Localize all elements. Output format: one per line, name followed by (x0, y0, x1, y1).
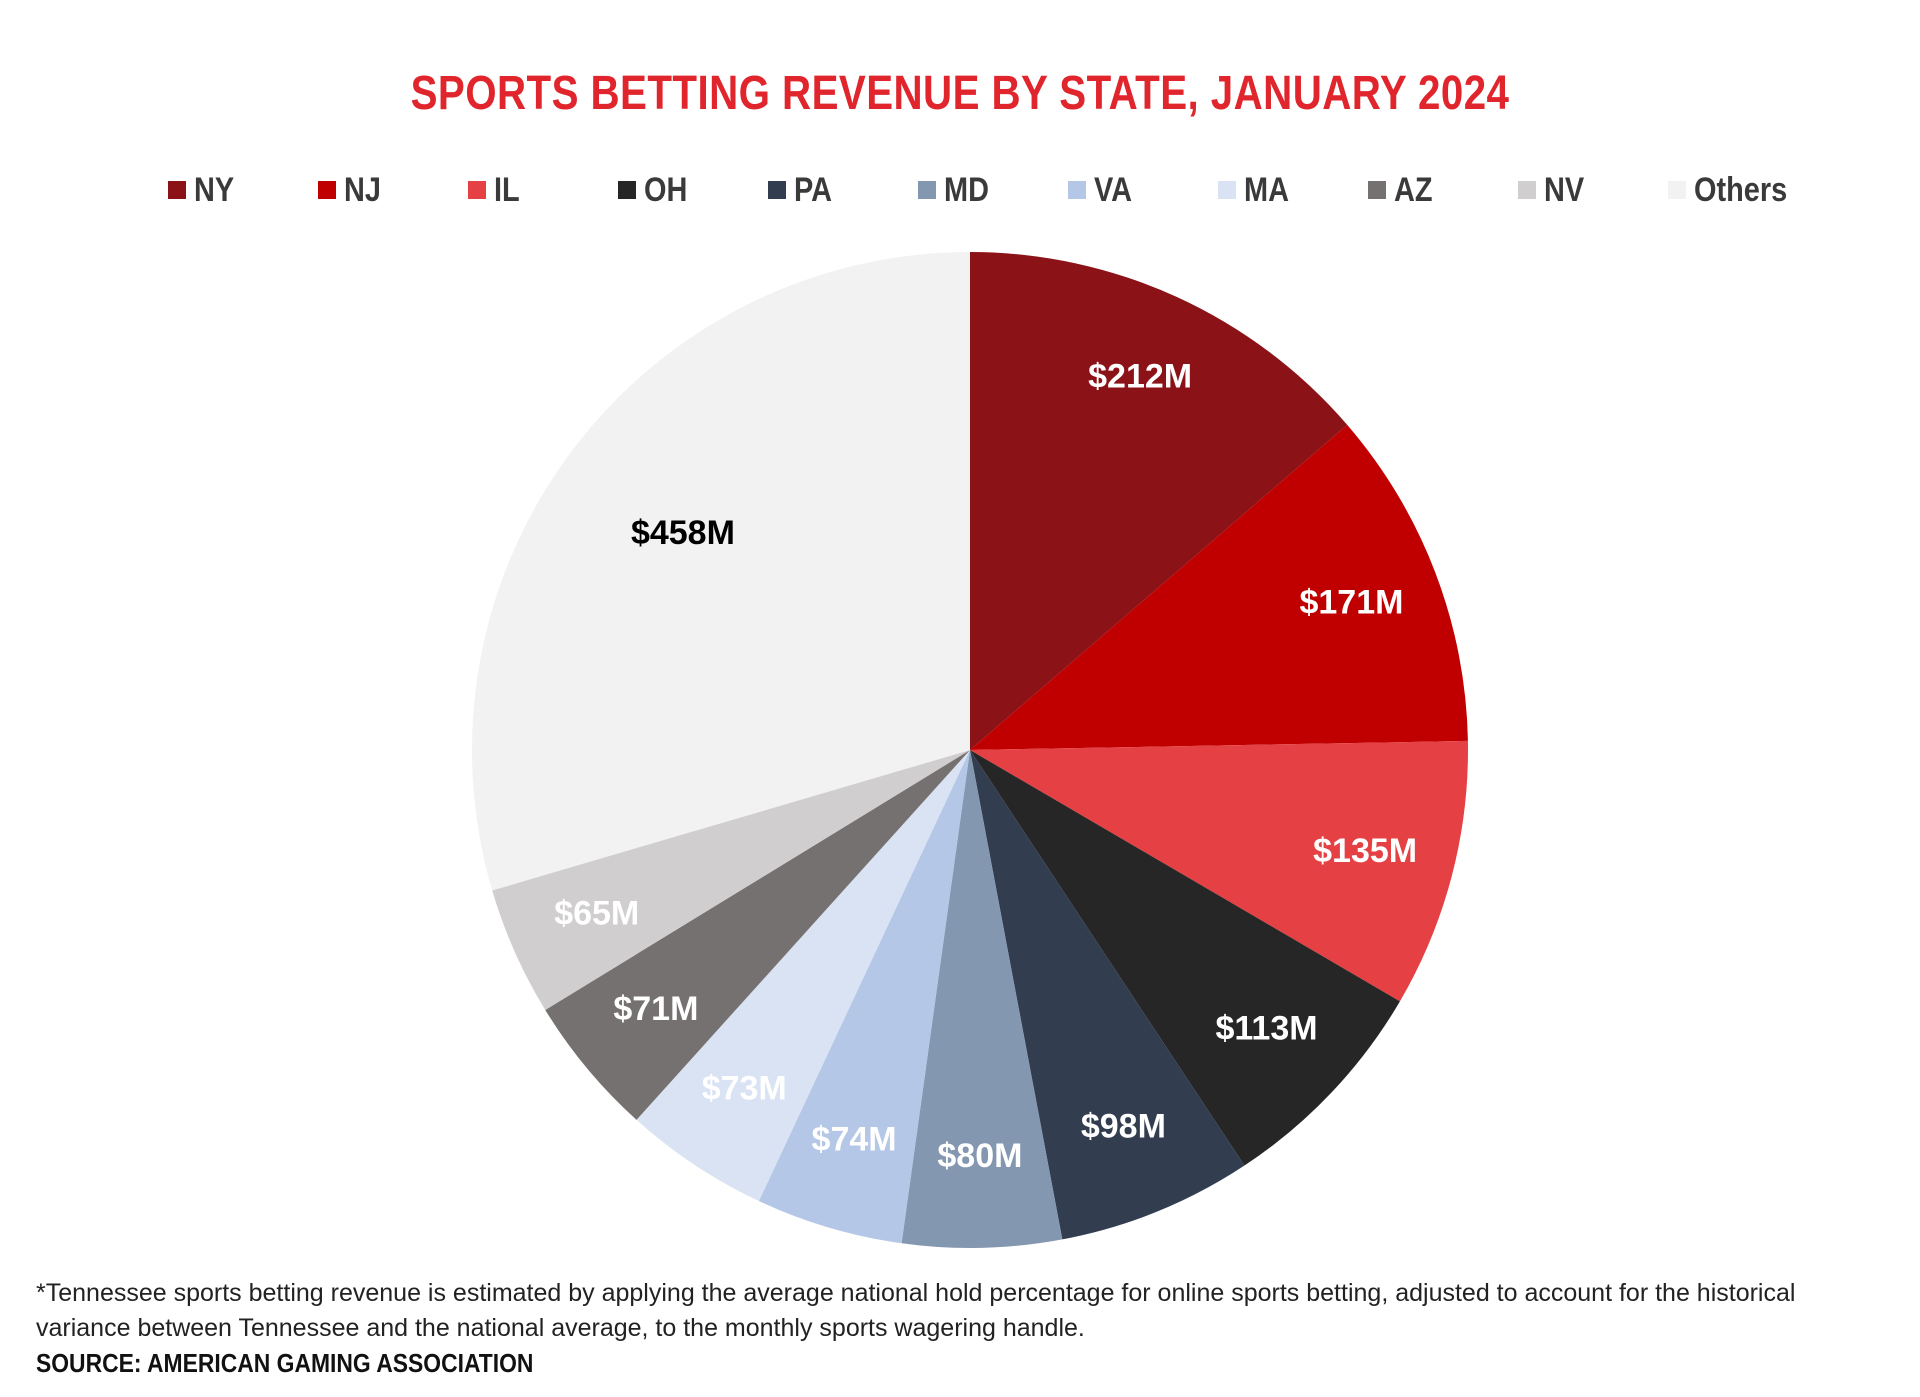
legend-item-ma: MA (1218, 165, 1297, 215)
data-label-md: $80M (937, 1137, 1022, 1175)
data-label-ma: $73M (702, 1069, 787, 1107)
legend-swatch (1668, 181, 1686, 199)
pie-slice-il (970, 740, 1468, 1002)
legend-swatch (168, 181, 186, 199)
legend-swatch (1218, 181, 1236, 199)
data-label-nj: $171M (1299, 583, 1403, 621)
legend-swatch (1068, 181, 1086, 199)
pie-slice-md (901, 750, 1063, 1248)
legend-item-pa: PA (768, 165, 839, 215)
data-label-pa: $98M (1081, 1107, 1166, 1145)
legend-item-il: IL (468, 165, 524, 215)
legend-label: Others (1694, 170, 1788, 209)
data-label-others: $458M (631, 514, 735, 552)
data-label-nv: $65M (554, 895, 639, 933)
footnote: *Tennessee sports betting revenue is est… (36, 1279, 1796, 1342)
legend-label: MD (944, 170, 989, 209)
legend-item-md: MD (918, 165, 997, 215)
legend-item-ny: NY (168, 165, 241, 215)
legend-swatch (618, 181, 636, 199)
legend-item-nv: NV (1518, 165, 1591, 215)
legend-label: IL (494, 170, 520, 209)
legend-label: NJ (344, 170, 381, 209)
pie-slice-nv (492, 750, 970, 1010)
pie-slice-nj (970, 424, 1468, 750)
chart-title: SPORTS BETTING REVENUE BY STATE, JANUARY… (410, 67, 1510, 120)
legend-label: NY (194, 170, 235, 209)
pie-slice-others (472, 252, 970, 891)
legend-label: PA (794, 170, 833, 209)
legend-swatch (468, 181, 486, 199)
legend-swatch (1368, 181, 1386, 199)
pie-slice-oh (970, 750, 1400, 1166)
source-note: SOURCE: AMERICAN GAMING ASSOCIATION (36, 1348, 534, 1378)
legend-item-az: AZ (1368, 165, 1439, 215)
legend-item-others: Others (1668, 165, 1804, 215)
legend-item-nj: NJ (318, 165, 387, 215)
pie-slice-pa (970, 750, 1245, 1240)
legend-swatch (318, 181, 336, 199)
legend-item-oh: OH (618, 165, 695, 215)
legend-swatch (1518, 181, 1536, 199)
data-label-va: $74M (812, 1121, 897, 1159)
data-label-il: $135M (1313, 832, 1417, 870)
pie-slice-az (545, 750, 970, 1120)
legend-label: MA (1244, 170, 1289, 209)
legend-swatch (768, 181, 786, 199)
data-label-az: $71M (613, 990, 698, 1028)
chart-legend: NY NJ IL OH PA MD VA MA AZ NV Others (150, 165, 1800, 215)
legend-swatch (918, 181, 936, 199)
legend-label: OH (644, 170, 688, 209)
pie-slice-ma (636, 750, 970, 1202)
legend-item-va: VA (1068, 165, 1139, 215)
legend-label: AZ (1394, 170, 1433, 209)
legend-label: VA (1094, 170, 1133, 209)
data-label-oh: $113M (1215, 1010, 1317, 1048)
legend-label: NV (1544, 170, 1585, 209)
pie-slice-ny (970, 252, 1348, 750)
pie-slice-va (758, 750, 970, 1244)
data-label-ny: $212M (1088, 358, 1192, 396)
